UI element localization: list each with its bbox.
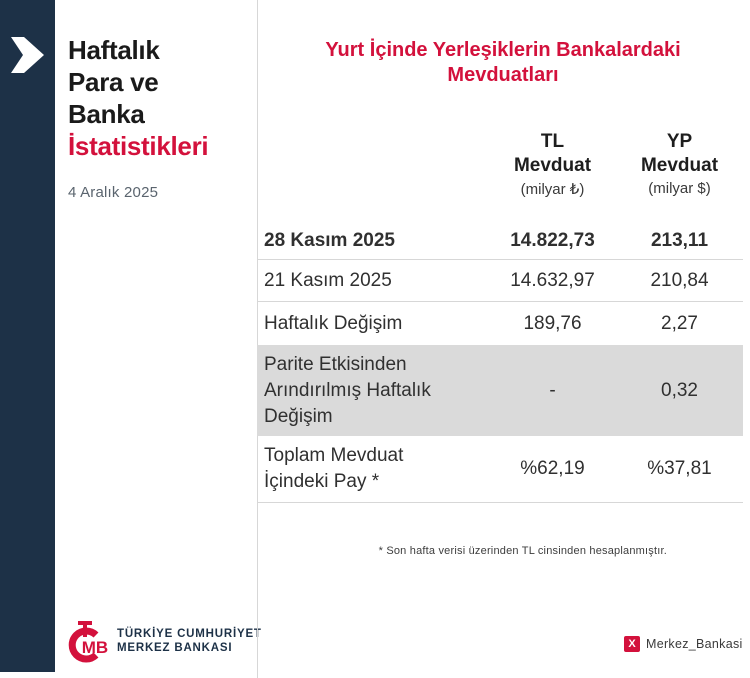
bank-name: TÜRKİYE CUMHURİYET MERKEZ BANKASI: [117, 627, 262, 655]
report-title-accent: İstatistikleri: [68, 131, 209, 161]
report-title-line: Haftalık: [68, 35, 160, 65]
table-row: 21 Kasım 2025 14.632,97 210,84: [257, 260, 743, 302]
bank-name-line1: TÜRKİYE CUMHURİYET: [117, 628, 262, 640]
column-header-yp-unit: (milyar $): [648, 180, 711, 197]
publication-date: 4 Aralık 2025: [68, 184, 159, 201]
table-row: Haftalık Değişim 189,76 2,27: [257, 302, 743, 345]
table-header-row: TL Mevduat (milyar ₺) YP Mevduat (milyar…: [257, 122, 743, 222]
row-tl-value: 14.632,97: [510, 269, 595, 291]
column-header-tl: TL Mevduat (milyar ₺): [489, 122, 616, 198]
social-handle[interactable]: X Merkez_Bankasi: [624, 636, 743, 652]
vertical-divider: [257, 0, 258, 678]
report-title-line: Banka: [68, 99, 145, 129]
row-yp-value: %37,81: [647, 458, 712, 479]
report-title: Haftalık Para ve Banka İstatistikleri: [68, 34, 253, 162]
x-logo-icon: X: [624, 636, 640, 652]
social-handle-text: Merkez_Bankasi: [646, 637, 743, 651]
column-header-tl-unit: (milyar ₺): [520, 181, 585, 198]
row-yp-value: 210,84: [650, 269, 709, 291]
row-tl-value: 14.822,73: [510, 229, 595, 251]
tcmb-emblem-icon: MB: [68, 621, 108, 663]
row-tl-value: -: [549, 379, 556, 401]
row-tl-value: 189,76: [523, 312, 582, 334]
row-label: Toplam Mevduat İçindeki Pay *: [264, 445, 404, 492]
page-title: Yurt İçinde Yerleşiklerin Bankalardaki M…: [325, 39, 681, 86]
row-tl-value: %62,19: [520, 458, 585, 479]
table-row: 28 Kasım 2025 14.822,73 213,11: [257, 222, 743, 260]
table-row: Toplam Mevduat İçindeki Pay * %62,19 %37…: [257, 436, 743, 503]
row-label: Parite Etkisinden Arındırılmış Haftalık …: [264, 353, 431, 427]
column-header-yp-label: YP Mevduat: [640, 131, 719, 176]
deposits-table: TL Mevduat (milyar ₺) YP Mevduat (milyar…: [257, 122, 743, 503]
table-row-highlighted: Parite Etkisinden Arındırılmış Haftalık …: [257, 345, 743, 436]
bank-name-line2: MERKEZ BANKASI: [117, 642, 233, 654]
row-label: 21 Kasım 2025: [264, 269, 392, 291]
report-title-line: Para ve: [68, 67, 159, 97]
row-label: 28 Kasım 2025: [264, 229, 395, 251]
row-yp-value: 2,27: [661, 312, 698, 334]
chevron-right-icon: [11, 37, 44, 73]
column-header-yp: YP Mevduat (milyar $): [616, 122, 743, 197]
row-yp-value: 213,11: [650, 229, 709, 251]
column-header-tl-label: TL Mevduat: [513, 131, 592, 176]
tcmb-brand: MB TÜRKİYE CUMHURİYET MERKEZ BANKASI: [64, 617, 262, 665]
footnote: * Son hafta verisi üzerinden TL cinsinde…: [378, 545, 667, 557]
sidebar: [0, 0, 55, 672]
row-yp-value: 0,32: [661, 379, 698, 401]
row-label: Haftalık Değişim: [264, 312, 403, 334]
svg-text:MB: MB: [82, 638, 108, 657]
